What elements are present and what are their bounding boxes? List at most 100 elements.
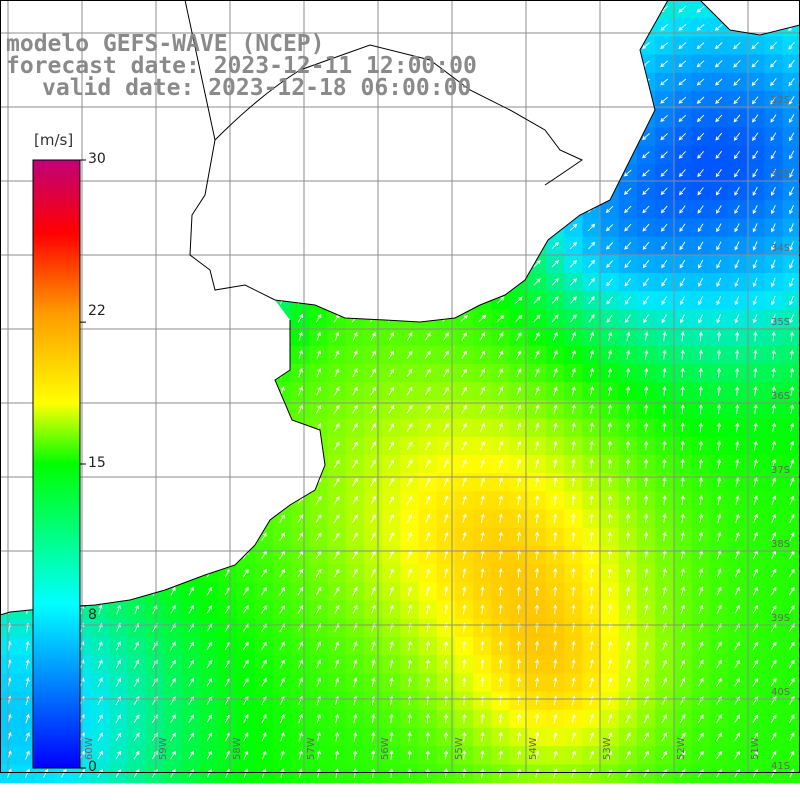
wind-arrow	[188, 677, 194, 687]
wind-arrow	[98, 567, 103, 578]
wind-arrow	[570, 314, 577, 323]
wind-arrow	[388, 513, 394, 523]
wind-arrow	[115, 150, 122, 159]
wind-arrow	[424, 296, 432, 304]
wind-arrow	[789, 349, 795, 360]
wind-arrow	[5, 114, 13, 122]
wind-arrow	[297, 604, 304, 614]
wind-arrow	[25, 422, 30, 433]
wind-arrow	[389, 40, 394, 50]
wind-arrow	[626, 349, 631, 360]
wind-arrow	[679, 205, 686, 214]
wind-arrow	[696, 5, 705, 13]
wind-arrow	[170, 132, 176, 141]
wind-arrow	[334, 167, 340, 178]
wind-arrow	[225, 331, 230, 342]
wind-arrow	[425, 749, 430, 760]
wind-arrow	[679, 277, 686, 287]
wind-arrow	[279, 677, 285, 687]
wind-arrow	[497, 187, 505, 195]
wind-arrow	[407, 695, 412, 706]
wind-arrow	[678, 78, 687, 86]
wind-arrow	[462, 640, 467, 651]
wind-arrow	[407, 731, 412, 742]
wind-arrow	[388, 186, 394, 196]
wind-arrow	[698, 367, 703, 378]
wind-arrow	[371, 713, 376, 724]
wind-arrow	[480, 640, 485, 651]
wind-arrow	[170, 714, 176, 723]
wind-arrow	[516, 749, 522, 760]
wind-arrow	[352, 259, 358, 269]
wind-arrow	[605, 151, 614, 159]
wind-arrow	[298, 713, 303, 724]
wind-arrow	[279, 422, 285, 432]
wind-arrow	[243, 58, 249, 68]
wind-arrow	[98, 458, 103, 469]
colorbar-tick: 22	[88, 303, 106, 319]
wind-arrow	[353, 58, 358, 69]
wind-arrow	[98, 513, 103, 524]
wind-arrow	[243, 677, 249, 687]
wind-arrow	[25, 677, 30, 688]
wind-arrow	[515, 59, 522, 68]
wind-arrow	[206, 531, 212, 542]
wind-arrow	[23, 205, 32, 213]
wind-arrow	[335, 713, 340, 724]
wind-arrow	[407, 531, 413, 542]
wind-arrow	[771, 385, 776, 396]
wind-arrow	[5, 223, 13, 231]
wind-arrow	[770, 259, 776, 269]
wind-arrow	[462, 22, 467, 32]
wind-arrow	[789, 495, 795, 505]
wind-arrow	[242, 22, 249, 32]
wind-arrow	[189, 513, 194, 524]
wind-arrow	[480, 459, 485, 469]
wind-arrow	[696, 132, 705, 141]
wind-arrow	[389, 22, 394, 32]
wind-arrow	[588, 241, 596, 250]
wind-arrow	[716, 586, 722, 596]
wind-arrow	[407, 113, 413, 123]
wind-arrow	[297, 441, 303, 451]
wind-arrow	[25, 349, 30, 360]
wind-arrow	[370, 477, 376, 487]
wind-arrow	[644, 404, 649, 415]
wind-arrow	[496, 223, 505, 231]
wind-arrow	[588, 223, 596, 232]
wind-arrow	[771, 531, 777, 542]
wind-arrow	[98, 476, 103, 487]
wind-arrow	[533, 205, 541, 213]
wind-arrow	[589, 768, 595, 778]
wind-arrow	[679, 314, 685, 324]
wind-arrow	[498, 695, 503, 706]
wind-arrow	[170, 222, 176, 232]
wind-arrow	[641, 23, 650, 31]
wind-arrow	[605, 169, 614, 177]
wind-arrow	[170, 568, 176, 578]
wind-arrow	[460, 241, 468, 250]
wind-arrow	[460, 314, 469, 322]
wind-arrow	[297, 40, 303, 50]
wind-arrow	[660, 187, 668, 196]
wind-arrow	[279, 532, 285, 541]
wind-arrow	[571, 531, 576, 542]
wind-arrow	[334, 149, 340, 160]
wind-arrow	[535, 749, 540, 760]
wind-arrow	[206, 605, 213, 614]
wind-arrow	[662, 367, 667, 378]
wind-arrow	[41, 59, 50, 68]
wind-arrow	[60, 96, 68, 104]
wind-arrow	[607, 440, 612, 451]
wind-arrow	[407, 58, 413, 69]
wind-arrow	[753, 367, 758, 378]
wind-arrow	[498, 495, 503, 506]
wind-arrow	[662, 349, 667, 360]
wind-arrow	[134, 331, 139, 342]
wind-arrow	[353, 768, 358, 779]
wind-arrow	[189, 367, 194, 378]
wind-arrow	[280, 768, 285, 778]
wind-arrow	[370, 222, 376, 232]
wind-arrow	[661, 732, 668, 742]
wind-arrow	[114, 96, 123, 104]
